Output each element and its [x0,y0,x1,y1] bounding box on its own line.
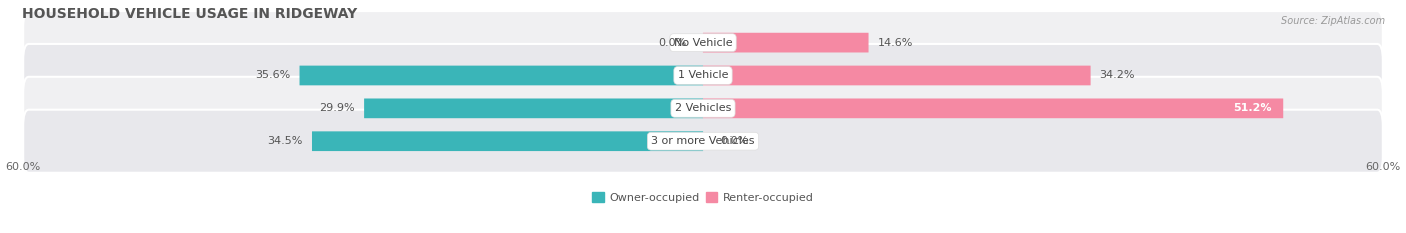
Text: 34.2%: 34.2% [1099,71,1135,80]
FancyBboxPatch shape [22,44,1384,107]
Text: 0.0%: 0.0% [720,136,748,146]
FancyBboxPatch shape [299,66,703,85]
Text: 34.5%: 34.5% [267,136,304,146]
Legend: Owner-occupied, Renter-occupied: Owner-occupied, Renter-occupied [588,188,818,207]
Text: 35.6%: 35.6% [256,71,291,80]
Text: 14.6%: 14.6% [877,38,912,48]
Text: No Vehicle: No Vehicle [673,38,733,48]
Text: 1 Vehicle: 1 Vehicle [678,71,728,80]
Text: 29.9%: 29.9% [319,103,356,113]
FancyBboxPatch shape [312,131,703,151]
FancyBboxPatch shape [703,66,1091,85]
Text: Source: ZipAtlas.com: Source: ZipAtlas.com [1281,16,1385,26]
FancyBboxPatch shape [364,99,703,118]
Text: 0.0%: 0.0% [658,38,686,48]
FancyBboxPatch shape [22,110,1384,173]
FancyBboxPatch shape [22,77,1384,140]
FancyBboxPatch shape [703,33,869,52]
Text: 2 Vehicles: 2 Vehicles [675,103,731,113]
Text: HOUSEHOLD VEHICLE USAGE IN RIDGEWAY: HOUSEHOLD VEHICLE USAGE IN RIDGEWAY [22,7,357,21]
FancyBboxPatch shape [703,99,1284,118]
FancyBboxPatch shape [22,11,1384,74]
Text: 3 or more Vehicles: 3 or more Vehicles [651,136,755,146]
Text: 51.2%: 51.2% [1233,103,1272,113]
